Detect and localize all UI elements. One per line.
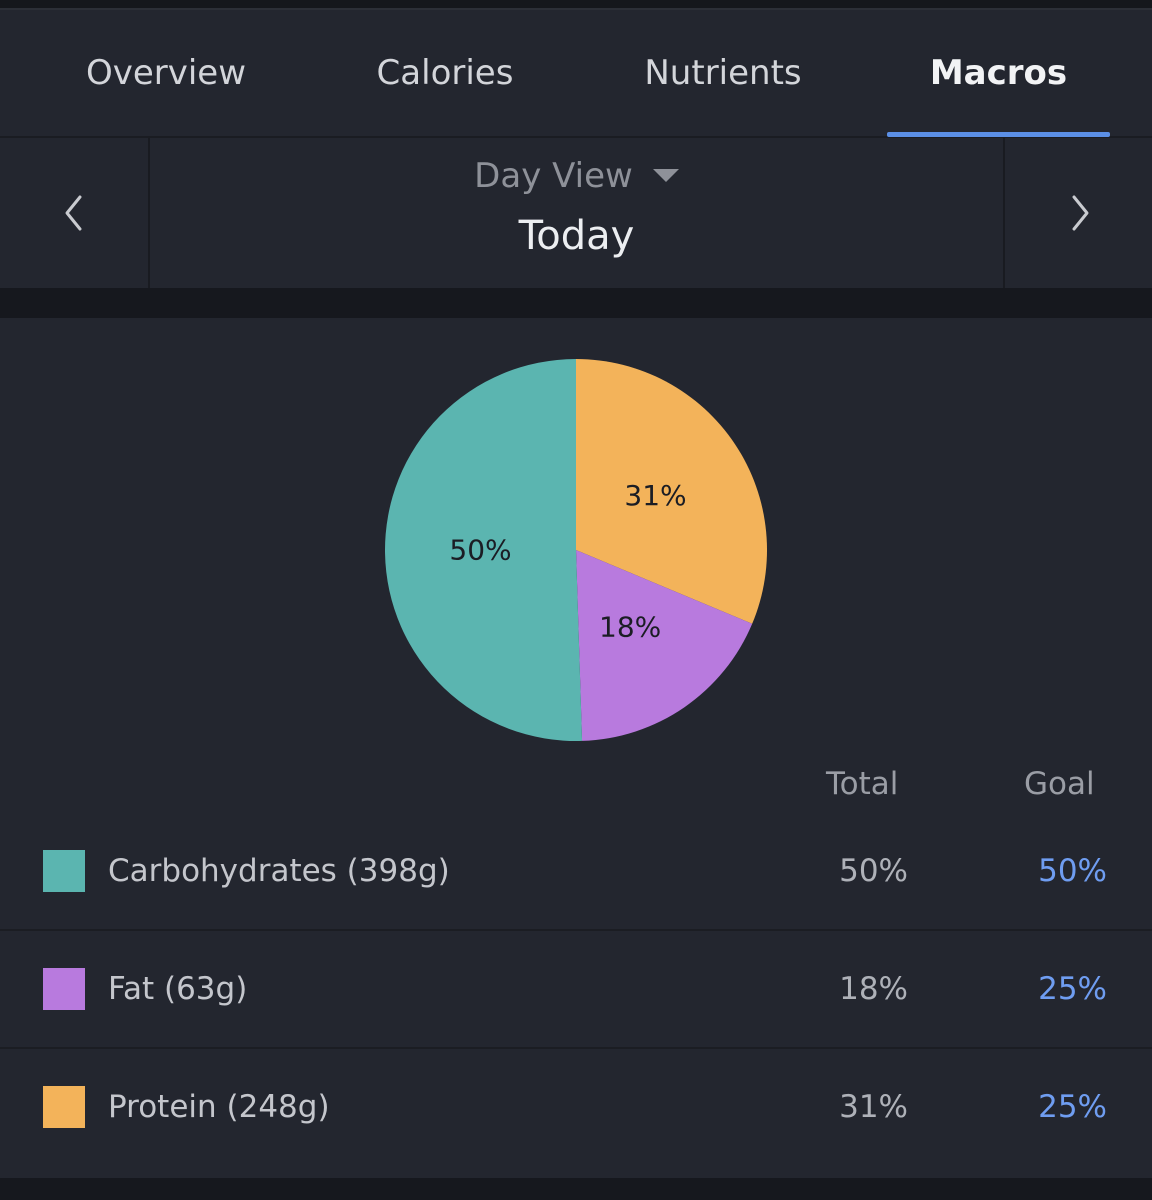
view-selector-label: Day View <box>474 156 633 196</box>
macro-row-fat: Fat (63g) 18% 25% <box>0 931 1152 1047</box>
goal-column-header: Goal <box>1024 766 1095 802</box>
tab-macros[interactable]: Macros <box>929 53 1068 93</box>
macro-total: 50% <box>839 853 908 889</box>
tab-bar: Overview Calories Nutrients Macros <box>0 10 1152 138</box>
bottom-strip <box>0 1178 1152 1200</box>
macro-row-protein: Protein (248g) 31% 25% <box>0 1049 1152 1165</box>
caret-down-icon <box>652 169 679 183</box>
tab-overview[interactable]: Overview <box>85 53 247 93</box>
date-navigator: Day View Today <box>0 138 1152 288</box>
macro-goal: 50% <box>1038 853 1107 889</box>
date-center: Day View Today <box>150 138 1003 288</box>
active-tab-indicator <box>887 132 1110 137</box>
row-divider <box>0 929 1152 931</box>
tab-nutrients[interactable]: Nutrients <box>644 53 802 93</box>
previous-day-button[interactable] <box>0 138 150 288</box>
macro-goal: 25% <box>1038 1089 1107 1125</box>
next-day-button[interactable] <box>1003 138 1152 288</box>
protein-swatch <box>43 1086 85 1128</box>
pie-slice-label: 50% <box>449 534 511 567</box>
fat-swatch <box>43 968 85 1010</box>
pie-slice-carbohydrates <box>385 359 583 741</box>
macros-pie-chart: 31% 18% 50% <box>385 359 767 741</box>
macro-total: 31% <box>839 1089 908 1125</box>
macros-card: 31% 18% 50% Total Goal Carbohydrates (398g… <box>0 318 1152 1178</box>
current-date-label: Today <box>518 213 635 259</box>
chevron-right-icon <box>1072 195 1088 231</box>
view-selector-dropdown[interactable]: Day View <box>150 152 1003 200</box>
macro-total: 18% <box>839 971 908 1007</box>
total-column-header: Total <box>826 766 899 802</box>
macro-goal: 25% <box>1038 971 1107 1007</box>
macro-label: Fat (63g) <box>108 971 248 1007</box>
carbohydrates-swatch <box>43 850 85 892</box>
chevron-left-icon <box>65 195 82 231</box>
pie-slice-fat <box>576 550 753 741</box>
top-strip <box>0 0 1152 10</box>
section-separator <box>0 288 1152 318</box>
macro-row-carbohydrates: Carbohydrates (398g) 50% 50% <box>0 814 1152 930</box>
macro-label: Protein (248g) <box>108 1089 330 1125</box>
pie-slice-protein <box>576 359 767 624</box>
macro-label: Carbohydrates (398g) <box>108 853 450 889</box>
pie-slice-label: 31% <box>624 479 686 512</box>
row-divider <box>0 1047 1152 1049</box>
tab-calories[interactable]: Calories <box>376 53 514 93</box>
pie-slice-label: 18% <box>599 611 661 644</box>
